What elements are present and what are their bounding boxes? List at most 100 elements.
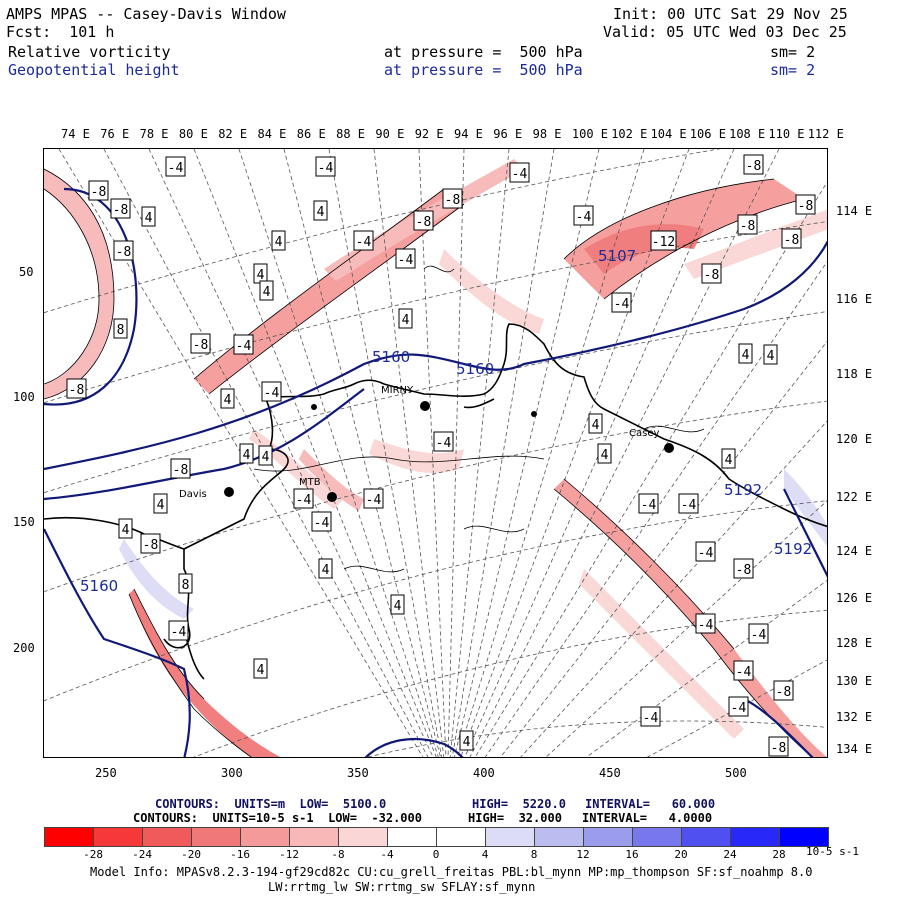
right-lon-label: 126 E: [836, 591, 873, 605]
top-lon-label: 76 E: [100, 127, 130, 141]
top-lon-label: 94 E: [454, 127, 483, 141]
colorbar-swatch: [338, 827, 388, 847]
vorticity-label-box: -4: [640, 706, 661, 727]
vorticity-label-text: 4: [145, 211, 153, 226]
right-lon-label: 128 E: [836, 636, 873, 650]
vorticity-label-box: 4: [313, 200, 328, 221]
station-marker-davis: [224, 487, 234, 497]
top-lon-label: 112 E: [807, 127, 844, 141]
vorticity-label-text: 4: [224, 393, 232, 408]
vorticity-label-text: 4: [402, 313, 410, 328]
vorticity-label-text: -4: [736, 665, 752, 680]
vorticity-label-box: -4: [573, 205, 594, 226]
vorticity-label-text: 4: [122, 523, 130, 538]
vorticity-label-box: -4: [509, 162, 530, 183]
vorticity-label-box: -4: [395, 248, 416, 269]
height-label: 5160: [372, 348, 410, 366]
vorticity-label-text: -4: [356, 235, 372, 250]
vorticity-label-box: -8: [795, 194, 816, 215]
vorticity-label-text: -8: [798, 199, 814, 214]
vorticity-label-box: -4: [165, 156, 186, 177]
vorticity-label-text: -8: [69, 383, 85, 398]
vorticity-label-box: -4: [261, 381, 282, 402]
left-grid-label: 150: [13, 515, 35, 529]
vorticity-label-text: -4: [236, 339, 252, 354]
vorticity-label-text: -12: [652, 235, 675, 250]
vorticity-label-box: -8: [737, 214, 758, 235]
colorbar-tick: 20: [674, 848, 688, 861]
vorticity-label-text: -4: [731, 701, 747, 716]
bottom-grid-label: 250: [95, 766, 117, 780]
vorticity-label-text: 4: [742, 348, 750, 363]
right-lon-label: 116 E: [836, 292, 873, 306]
vorticity-label-text: -8: [91, 185, 107, 200]
vorticity-label-box: -4: [363, 488, 384, 509]
top-lon-label: 102 E: [611, 127, 648, 141]
top-lon-label: 78 E: [139, 127, 169, 141]
vorticity-label-box: -4: [353, 230, 374, 251]
vorticity-label-box: -4: [433, 431, 454, 452]
vorticity-label-text: 4: [394, 599, 402, 614]
colorbar-swatch: [730, 827, 780, 847]
vorticity-label-text: 4: [725, 453, 733, 468]
vort-contour-high: HIGH= 32.000: [468, 811, 562, 825]
vorticity-label-text: -4: [576, 210, 592, 225]
vorticity-label-box: 4: [271, 230, 286, 251]
colorbar-swatch: [632, 827, 682, 847]
vorticity-label-text: -8: [193, 338, 209, 353]
vorticity-label-box: -8: [88, 180, 109, 201]
vorticity-label-box: -8: [781, 228, 802, 249]
vorticity-label-box: 4: [239, 443, 254, 464]
vorticity-label-text: 4: [601, 448, 609, 463]
vorticity-label-box: -4: [638, 493, 659, 514]
colorbar-tick: -4: [380, 848, 394, 861]
colorbar-swatch: [289, 827, 339, 847]
map-panel: 5160 5160 5107 5160 5192 5192 -4 -4 -4 -8 -8…: [43, 148, 828, 758]
plot-title: AMPS MPAS -- Casey-Davis Window: [6, 5, 286, 23]
colorbar-swatch: [240, 827, 290, 847]
top-lon-label: 90 E: [375, 127, 405, 141]
vorticity-label-box: -8: [170, 458, 191, 479]
station-label-mtb: MTB: [299, 477, 321, 488]
height-contour-labels: 5160 5160 5107 5160 5192 5192: [80, 247, 812, 595]
top-lon-label: 98 E: [532, 127, 562, 141]
colorbar-tick: -28: [83, 848, 103, 861]
field2-smoothing: sm= 2: [770, 61, 816, 79]
vorticity-label-text: -8: [776, 685, 792, 700]
vorticity-label-text: 4: [262, 450, 270, 465]
vorticity-label-text: -8: [113, 203, 129, 218]
bottom-grid-label: 350: [347, 766, 369, 780]
height-contours: [44, 187, 827, 757]
station-label-mirny: MIRNY: [381, 385, 414, 396]
vorticity-label-text: -8: [445, 193, 461, 208]
vorticity-label-box: -8: [773, 680, 794, 701]
vorticity-label-text: -4: [318, 161, 334, 176]
vorticity-label-text: 4: [263, 285, 271, 300]
vorticity-label-box: 4: [597, 443, 612, 464]
vorticity-label-text: 4: [767, 349, 775, 364]
bottom-grid-label: 450: [599, 766, 621, 780]
vorticity-label-box: -8: [701, 263, 722, 284]
height-contour-info: CONTOURS: UNITS=m LOW= 5100.0: [155, 797, 387, 811]
colorbar-swatch: [191, 827, 241, 847]
vorticity-label-box: 4: [253, 658, 268, 679]
colorbar: [44, 827, 829, 847]
vorticity-label-text: -4: [398, 253, 414, 268]
vorticity-label-text: -4: [614, 297, 630, 312]
vorticity-label-box: 4: [721, 448, 736, 469]
colorbar-units: 10-5 s-1: [806, 845, 859, 858]
vorticity-label-box: -8: [110, 198, 131, 219]
init-time: Init: 00 UTC Sat 29 Nov 25: [613, 5, 848, 23]
right-lon-label: 114 E: [836, 204, 873, 218]
vorticity-label-box: -8: [113, 240, 134, 261]
vorticity-label-text: 4: [257, 663, 265, 678]
vorticity-label-box: -4: [611, 292, 632, 313]
colorbar-swatch: [142, 827, 192, 847]
height-label: 5160: [80, 577, 118, 595]
top-lon-label: 96 E: [493, 127, 523, 141]
vorticity-label-text: 4: [243, 448, 251, 463]
vorticity-label-box: -8: [442, 188, 463, 209]
vorticity-label-box: 4: [258, 445, 273, 466]
colorbar-swatch: [387, 827, 437, 847]
vorticity-label-box: -4: [233, 334, 254, 355]
